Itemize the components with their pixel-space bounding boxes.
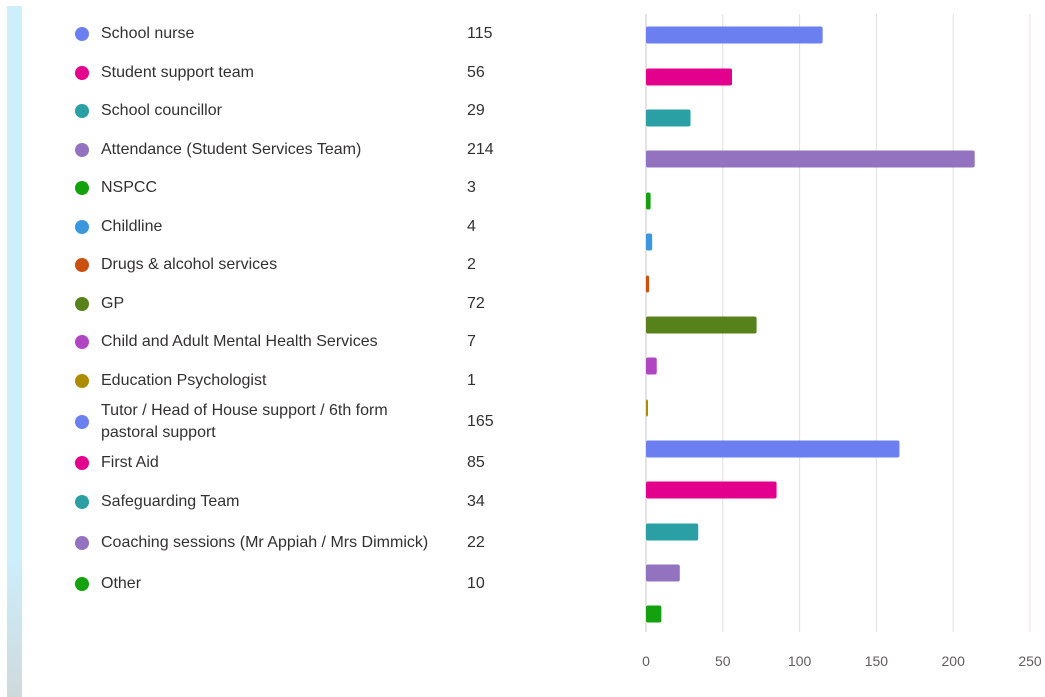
legend-label: GP (101, 295, 125, 312)
bar[interactable] (646, 440, 900, 458)
legend-label: Other (101, 575, 142, 592)
bar[interactable] (646, 357, 657, 375)
bar[interactable] (646, 109, 691, 127)
bar[interactable] (646, 399, 648, 417)
legend-color-dot (75, 143, 89, 157)
x-tick-label: 150 (865, 653, 889, 669)
bar[interactable] (646, 26, 823, 44)
legend-color-dot (75, 536, 89, 550)
bar[interactable] (646, 481, 777, 499)
legend-label: Tutor / Head of House support / 6th form… (101, 402, 388, 441)
legend-value: 29 (467, 102, 485, 119)
legend-value: 22 (467, 534, 485, 551)
legend-label: Child and Adult Mental Health Services (101, 333, 378, 350)
bar[interactable] (646, 605, 662, 623)
x-tick-label: 50 (715, 653, 731, 669)
legend-value: 7 (467, 333, 476, 350)
legend-value: 34 (467, 493, 485, 510)
x-tick-label: 200 (942, 653, 966, 669)
legend-label: First Aid (101, 454, 159, 471)
legend-value: 1 (467, 372, 476, 389)
legend-label: School councillor (101, 102, 222, 119)
legend-color-dot (75, 456, 89, 470)
x-tick-label: 250 (1018, 653, 1042, 669)
legend-color-dot (75, 495, 89, 509)
legend-color-dot (75, 335, 89, 349)
x-tick-label: 100 (788, 653, 812, 669)
legend-color-dot (75, 181, 89, 195)
legend-color-dot (75, 374, 89, 388)
legend-value: 10 (467, 575, 485, 592)
legend-color-dot (75, 577, 89, 591)
legend-value: 56 (467, 64, 485, 81)
bar[interactable] (646, 523, 699, 541)
legend-color-dot (75, 415, 89, 429)
legend-label: Student support team (101, 64, 254, 81)
legend-label: Attendance (Student Services Team) (101, 141, 362, 158)
legend-color-dot (75, 220, 89, 234)
legend-value: 165 (467, 413, 494, 430)
legend-value: 72 (467, 295, 485, 312)
legend-value: 3 (467, 179, 476, 196)
legend-color-dot (75, 27, 89, 41)
bar[interactable] (646, 192, 651, 210)
bar[interactable] (646, 150, 975, 168)
bar[interactable] (646, 564, 680, 582)
legend-color-dot (75, 258, 89, 272)
x-tick-label: 0 (642, 653, 650, 669)
legend-label: NSPCC (101, 179, 158, 196)
legend-value: 115 (467, 25, 493, 42)
legend-label: Education Psychologist (101, 372, 267, 389)
bar[interactable] (646, 316, 757, 334)
legend-color-dot (75, 66, 89, 80)
legend-label: School nurse (101, 25, 195, 42)
legend-label: Coaching sessions (Mr Appiah / Mrs Dimmi… (101, 534, 429, 551)
left-accent-bar (7, 6, 22, 697)
legend-value: 85 (467, 454, 485, 471)
legend-label: Childline (101, 218, 163, 235)
bar[interactable] (646, 275, 650, 293)
legend-label: Safeguarding Team (101, 493, 240, 510)
bar[interactable] (646, 233, 653, 251)
legend-color-dot (75, 104, 89, 118)
legend-color-dot (75, 297, 89, 311)
legend-label: Drugs & alcohol services (101, 256, 278, 273)
bar[interactable] (646, 68, 733, 86)
legend-value: 4 (467, 218, 476, 235)
chart-legend: School nurse 115 Student support team 56 Sch… (75, 25, 494, 592)
legend-value: 2 (467, 256, 476, 273)
legend-value: 214 (467, 141, 494, 158)
